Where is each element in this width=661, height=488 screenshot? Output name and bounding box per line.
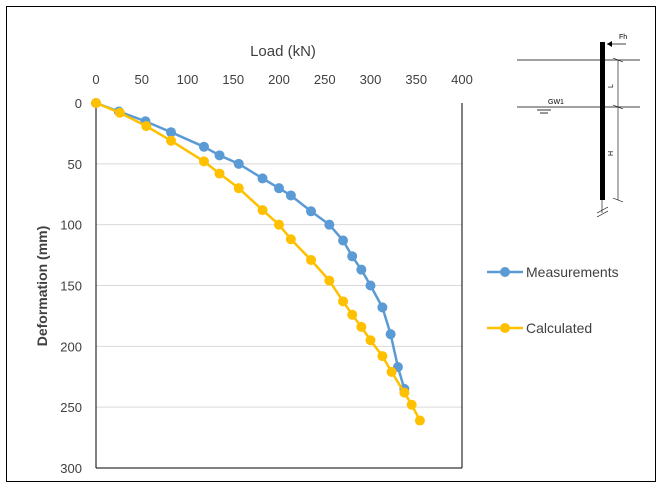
point-calculated-14 (356, 321, 367, 332)
x-tick-350: 350 (405, 72, 427, 87)
point-measurements-16 (377, 302, 388, 313)
point-measurements-10 (306, 206, 317, 217)
point-measurements-11 (324, 219, 335, 230)
length-h-label: H (608, 151, 615, 156)
gridlines (96, 163, 462, 408)
point-calculated-4 (198, 156, 209, 167)
point-measurements-17 (385, 329, 396, 340)
legend-label-calculated: Calculated (526, 320, 592, 336)
point-measurements-9 (285, 190, 296, 201)
x-tick-250: 250 (314, 72, 336, 87)
point-calculated-3 (166, 135, 177, 146)
point-measurements-4 (198, 141, 209, 152)
y-tick-250: 250 (60, 400, 82, 415)
x-tick-labels: 0 50 100 150 200 250 300 350 400 (92, 72, 472, 87)
point-calculated-6 (233, 183, 244, 194)
point-calculated-16 (377, 351, 388, 362)
legend-marker-measurements (500, 267, 510, 277)
legend-marker-calculated (500, 323, 510, 333)
point-measurements-13 (347, 251, 358, 262)
length-l-label: L (608, 84, 615, 88)
y-tick-50: 50 (68, 157, 82, 172)
point-calculated-7 (257, 205, 268, 216)
x-tick-100: 100 (177, 72, 199, 87)
point-calculated-18 (399, 387, 410, 398)
x-tick-50: 50 (135, 72, 149, 87)
point-measurements-12 (338, 235, 349, 246)
point-measurements-14 (356, 264, 367, 275)
groundwater-label: GW1 (548, 99, 564, 106)
y-axis-label: Deformation (mm) (34, 226, 50, 347)
y-tick-0: 0 (75, 96, 82, 111)
legend-label-measurements: Measurements (526, 264, 619, 280)
y-tick-100: 100 (60, 218, 82, 233)
x-tick-200: 200 (268, 72, 290, 87)
series-calculated (91, 98, 425, 426)
pile-tip-hatch-2 (596, 210, 609, 218)
point-calculated-10 (306, 254, 317, 265)
point-calculated-11 (324, 275, 335, 286)
point-calculated-17 (386, 366, 397, 377)
y-tick-300: 300 (60, 461, 82, 476)
point-calculated-20 (414, 415, 425, 426)
point-measurements-8 (274, 183, 284, 194)
point-calculated-9 (285, 234, 296, 245)
point-measurements-3 (166, 127, 177, 138)
y-tick-labels: 0 50 100 150 200 250 300 (60, 96, 82, 476)
x-tick-0: 0 (92, 72, 99, 87)
series-measurements (91, 98, 410, 394)
pile-tip-hatch-1 (596, 206, 609, 214)
dimension-tick-top (612, 57, 624, 63)
force-arrowhead-icon (607, 41, 612, 47)
pile-icon (600, 42, 605, 200)
point-measurements-5 (214, 150, 225, 161)
point-calculated-13 (347, 309, 358, 320)
legend-item-measurements: Measurements (487, 264, 619, 280)
pile-schematic: GW1 Fh L H (517, 34, 640, 218)
point-calculated-0 (91, 98, 101, 108)
point-calculated-5 (214, 168, 225, 179)
series-line-calculated (95, 101, 422, 422)
point-calculated-1 (114, 107, 125, 118)
point-calculated-12 (338, 296, 349, 307)
point-measurements-7 (257, 173, 268, 184)
dimension-tick-bottom (612, 197, 624, 203)
x-tick-150: 150 (222, 72, 244, 87)
x-tick-300: 300 (360, 72, 382, 87)
series-group (91, 98, 425, 426)
point-calculated-8 (274, 219, 284, 230)
point-measurements-6 (233, 158, 244, 169)
y-tick-150: 150 (60, 279, 82, 294)
chart-frame (6, 6, 656, 482)
point-calculated-19 (406, 399, 417, 410)
x-axis-label: Load (kN) (250, 43, 316, 60)
force-label: Fh (619, 34, 627, 41)
legend: Measurements Calculated (487, 264, 619, 336)
legend-item-calculated: Calculated (487, 320, 592, 336)
y-tick-200: 200 (60, 339, 82, 354)
plot-area (95, 103, 463, 469)
point-calculated-15 (365, 335, 376, 346)
point-calculated-2 (141, 121, 152, 132)
point-measurements-15 (365, 280, 376, 291)
x-tick-400: 400 (451, 72, 473, 87)
